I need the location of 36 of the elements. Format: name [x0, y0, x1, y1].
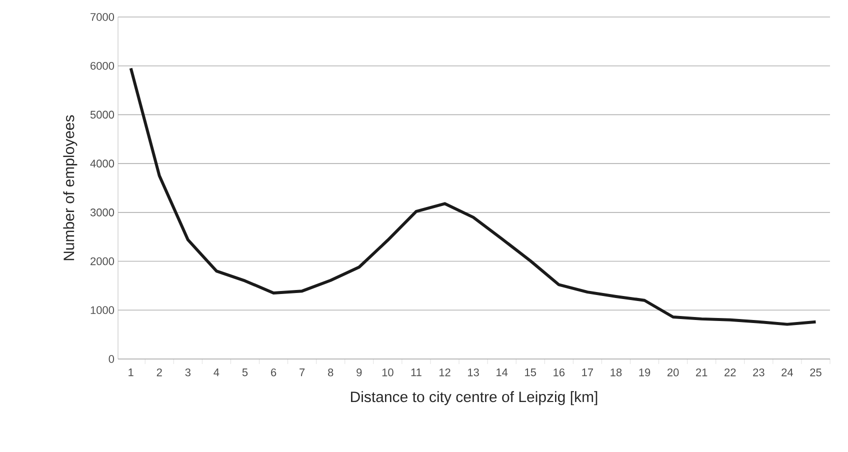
x-tick-label: 20	[667, 368, 679, 376]
x-tick-label: 24	[782, 368, 793, 376]
x-tick-label: 16	[554, 368, 565, 376]
x-tick-label: 8	[328, 368, 334, 376]
x-tick-label: 4	[214, 368, 220, 376]
x-axis-title: Distance to city centre of Leipzig [km]	[351, 391, 598, 406]
y-tick-label: 7000	[90, 13, 114, 21]
x-tick-label: 17	[582, 368, 594, 376]
y-tick-label: 2000	[90, 257, 114, 266]
x-tick-label: 10	[382, 368, 394, 376]
x-tick-label: 19	[639, 368, 650, 376]
x-tick-label: 25	[810, 368, 822, 376]
x-tick-label: 3	[185, 368, 190, 376]
y-tick-label: 5000	[90, 110, 114, 119]
y-axis-title: Number of employees	[63, 115, 78, 260]
x-tick-label: 6	[271, 368, 276, 376]
y-tick-label: 6000	[90, 62, 114, 70]
x-tick-label: 18	[610, 368, 622, 376]
x-tick-label: 9	[356, 368, 362, 376]
x-tick-label: 13	[468, 368, 479, 376]
x-tick-label: 11	[411, 368, 422, 376]
line-series	[129, 66, 818, 326]
x-tick-label: 23	[753, 368, 764, 376]
x-tick-label: 15	[525, 368, 536, 376]
x-tick-label: 7	[300, 368, 305, 376]
x-tick-label: 12	[439, 368, 450, 376]
x-tick-label: 14	[496, 368, 508, 376]
x-tick-label: 1	[128, 368, 134, 376]
y-tick-label: 3000	[90, 208, 114, 216]
x-tick-label: 5	[242, 368, 248, 376]
x-tick-label: 22	[724, 368, 736, 376]
x-tick-label: 2	[156, 368, 162, 376]
y-tick-label: 1000	[90, 306, 114, 314]
y-tick-label: 0	[108, 355, 114, 363]
x-tick-label: 21	[696, 368, 708, 376]
y-tick-label: 4000	[90, 160, 114, 168]
